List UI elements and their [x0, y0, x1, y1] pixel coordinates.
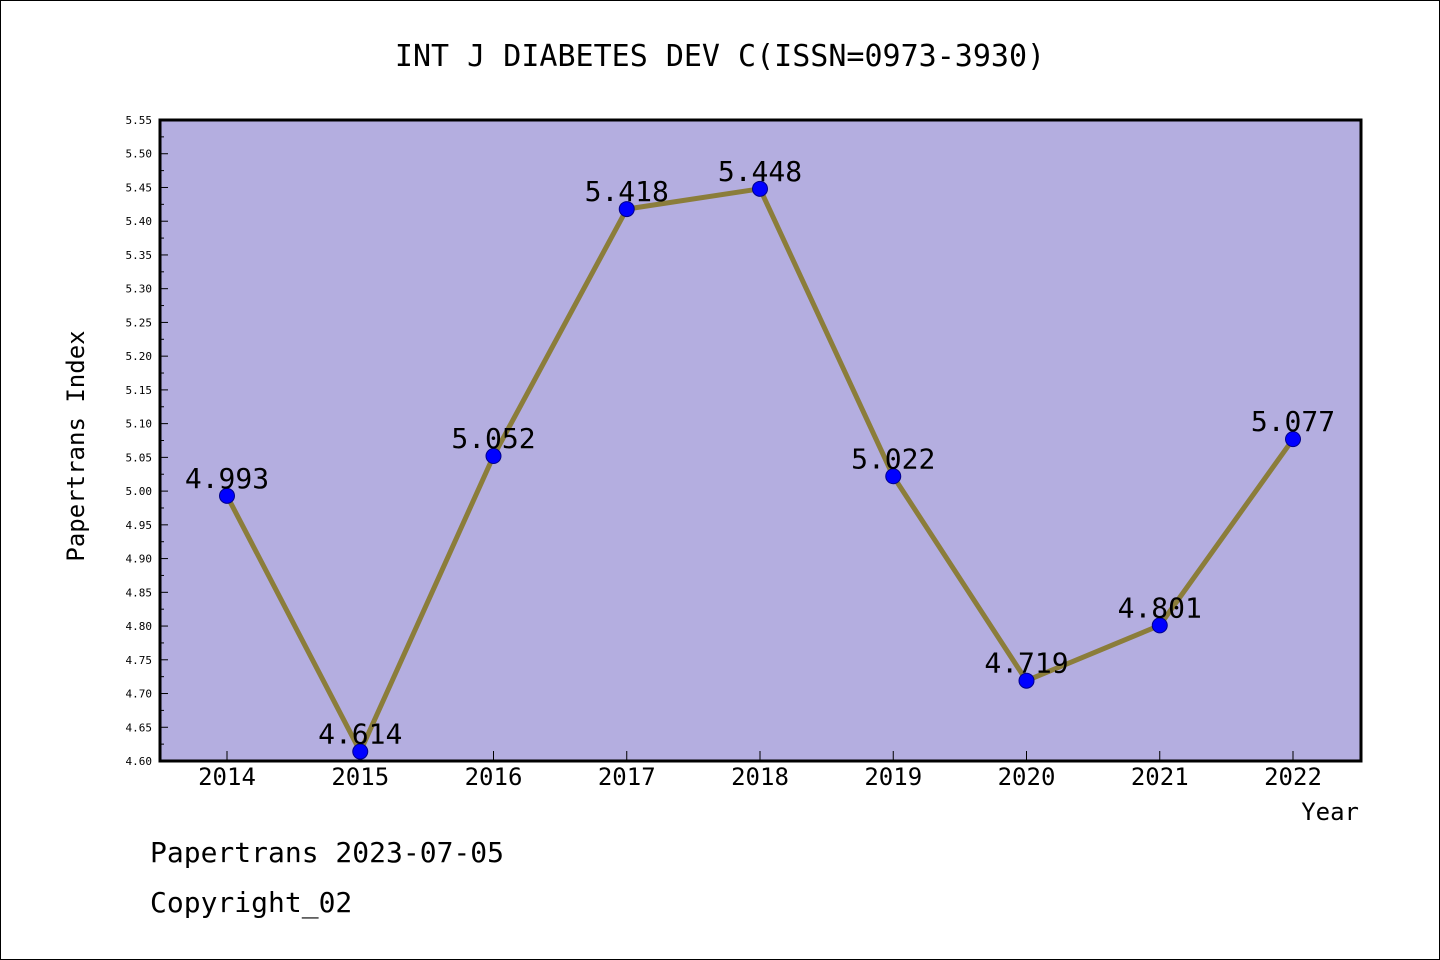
y-tick-label: 5.50 — [126, 148, 153, 161]
data-label: 4.993 — [185, 462, 269, 495]
x-tick-label: 2021 — [1131, 763, 1189, 791]
data-point — [1018, 672, 1035, 689]
data-point — [352, 743, 369, 760]
data-label: 5.022 — [851, 442, 935, 475]
y-tick-label: 5.30 — [126, 283, 153, 296]
y-tick-label: 4.70 — [126, 688, 153, 701]
data-point — [485, 448, 502, 465]
x-tick-label: 2014 — [198, 763, 256, 791]
y-tick-label: 5.35 — [126, 249, 153, 262]
data-label: 4.614 — [318, 718, 402, 751]
x-axis: 2014 2015 2016 2017 2018 2019 2020 2021 2022 — [198, 751, 1322, 791]
y-tick-label: 4.75 — [126, 654, 153, 667]
x-tick-label: 2016 — [465, 763, 523, 791]
y-tick-label: 4.60 — [126, 755, 153, 768]
y-tick-label: 4.90 — [126, 553, 153, 566]
y-tick-label: 5.15 — [126, 384, 153, 397]
data-label: 5.052 — [451, 422, 535, 455]
y-tick-label: 4.80 — [126, 620, 153, 633]
data-label: 5.077 — [1251, 405, 1335, 438]
data-point — [885, 468, 902, 485]
y-tick-label: 5.10 — [126, 418, 153, 431]
x-tick-label: 2015 — [331, 763, 389, 791]
x-tick-label: 2022 — [1264, 763, 1322, 791]
data-point — [219, 487, 235, 504]
y-tick-label: 5.20 — [126, 350, 153, 363]
x-tick-label: 2017 — [598, 763, 656, 791]
data-label: 5.448 — [718, 155, 802, 188]
y-axis-label: Papertrans Index — [62, 330, 90, 561]
data-label: 4.719 — [984, 647, 1068, 680]
chart-title: INT J DIABETES DEV C(ISSN=0973-3930) — [395, 39, 1045, 74]
y-tick-label: 5.05 — [126, 451, 153, 464]
series-line: 4.993 4.614 5.052 5.418 5.448 5.022 4.719 4.801… — [185, 155, 1335, 760]
data-point — [752, 180, 768, 197]
x-tick-label: 2020 — [998, 763, 1056, 791]
data-point — [618, 201, 635, 218]
y-tick-label: 4.95 — [126, 519, 153, 532]
y-tick-label: 4.65 — [126, 721, 153, 734]
y-axis: 4.60 4.65 4.70 4.75 4.80 4.85 4.90 4.95 5.00 5.05… — [126, 114, 168, 768]
x-axis-label: Year — [1301, 798, 1359, 826]
y-tick-label: 5.25 — [126, 316, 153, 329]
data-point — [1151, 617, 1168, 634]
copyright-text: Copyright_02 — [150, 886, 353, 919]
plot-area — [158, 118, 1363, 763]
x-tick-label: 2019 — [864, 763, 922, 791]
y-tick-label: 5.45 — [126, 181, 153, 194]
data-label: 4.801 — [1118, 591, 1202, 624]
y-tick-label: 5.55 — [126, 114, 153, 127]
data-label: 5.418 — [585, 175, 669, 208]
y-tick-label: 5.40 — [126, 215, 153, 228]
y-tick-label: 4.85 — [126, 586, 153, 599]
y-tick-label: 5.00 — [126, 485, 153, 498]
data-point — [1285, 431, 1301, 448]
x-tick-label: 2018 — [731, 763, 789, 791]
source-date-text: Papertrans 2023-07-05 — [150, 836, 505, 869]
